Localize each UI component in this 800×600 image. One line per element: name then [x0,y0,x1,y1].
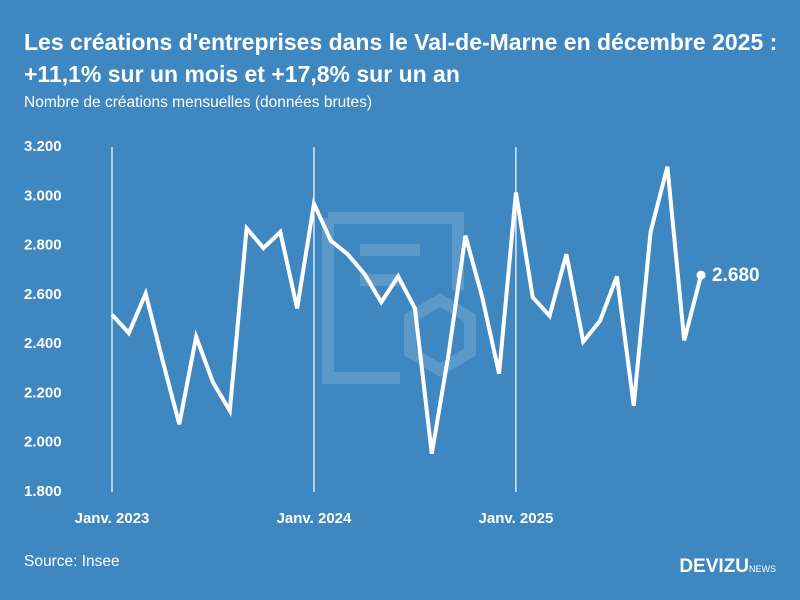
chart-subtitle: Nombre de créations mensuelles (données … [24,94,373,111]
y-tick-label: 2.200 [24,384,62,401]
brand-suffix: NEWS [749,564,776,574]
logo: DEVIZUNEWS [679,556,776,578]
x-tick-label: Janv. 2023 [75,510,150,527]
end-point [696,270,706,280]
x-tick-label: Janv. 2025 [479,510,554,527]
y-tick-label: 2.600 [24,286,62,303]
value-label: 2.680 [712,265,760,286]
y-tick-label: 1.800 [24,483,62,500]
brand: DEVIZU [679,556,749,577]
y-tick-label: 2.000 [24,434,62,451]
x-tick-label: Janv. 2024 [277,510,352,527]
y-tick-label: 2.800 [24,237,62,254]
y-tick-label: 3.200 [24,138,62,155]
source: Source: Insee [24,553,120,570]
y-tick-label: 3.000 [24,187,62,204]
y-tick-label: 2.400 [24,335,62,352]
line [110,166,703,455]
chart-title: Les créations d'entreprises dans le Val-… [24,29,778,87]
